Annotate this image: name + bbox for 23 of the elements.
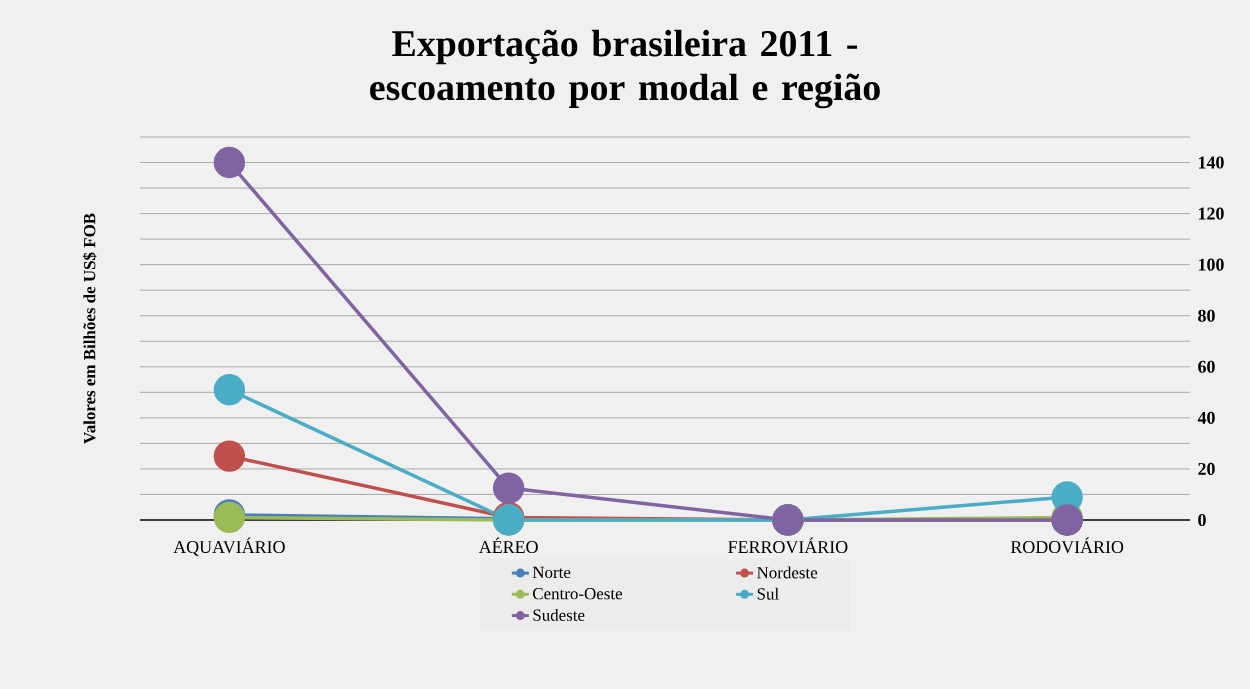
y-tick-label: 40 xyxy=(1197,411,1215,424)
point xyxy=(213,374,246,406)
chart-title: Exportação brasileira 2011 - escoamento por modal e região xyxy=(370,29,880,109)
y-tick-label: 60 xyxy=(1198,360,1215,373)
y-tick-label: 120 xyxy=(1198,207,1224,220)
y-tick-label: 140 xyxy=(1198,156,1224,169)
point xyxy=(492,472,525,504)
legend-label: Centro-Oeste xyxy=(532,587,623,600)
y-tick-label: 100 xyxy=(1198,258,1224,271)
x-tick-label: AÉREO xyxy=(478,537,538,554)
y-tick-label: 80 xyxy=(1198,309,1215,322)
legend-label: Sul xyxy=(757,587,779,600)
x-tick-label: AQUAVIÁRIO xyxy=(173,537,285,556)
point xyxy=(213,146,246,179)
y-tick-label: 0 xyxy=(1198,513,1206,527)
x-tick-label: RODOVIÁRIO xyxy=(1010,537,1124,554)
legend-label: Nordeste xyxy=(757,566,818,579)
x-tick-label: FERROVIÁRIO xyxy=(728,537,848,554)
y-axis-title: Valores em Bilhões de US$ FOB xyxy=(82,213,97,444)
y-tick-label: 20 xyxy=(1198,462,1215,475)
legend-label: Sudeste xyxy=(533,608,585,621)
legend-label: Norte xyxy=(532,566,571,579)
point xyxy=(213,440,246,472)
